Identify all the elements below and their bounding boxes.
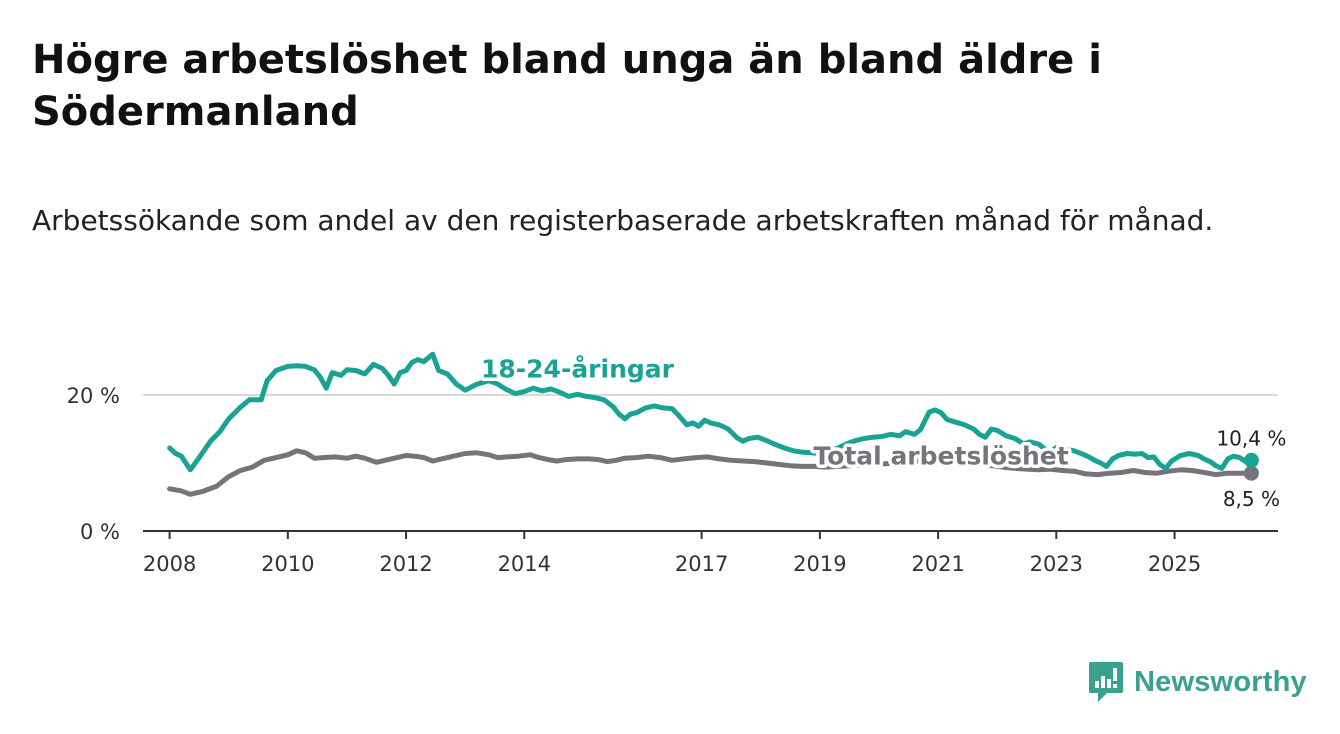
x-tick-label-1: 2010: [261, 552, 314, 576]
x-tick-label-0: 2008: [143, 552, 196, 576]
x-tick-label-2: 2012: [379, 552, 432, 576]
series-lines: [167, 351, 1259, 497]
series-label-0: 18-24-åringar: [481, 354, 675, 383]
x-tick-label-3: 2014: [498, 552, 551, 576]
end-value-label-0: 10,4 %: [1216, 426, 1286, 450]
brand-name: Newsworthy: [1134, 665, 1307, 698]
x-tick-label-7: 2023: [1030, 552, 1083, 576]
end-value-label-1: 8,5 %: [1223, 487, 1280, 511]
chart-title: Högre arbetslöshet bland unga än bland ä…: [32, 37, 1102, 135]
x-tick-label-5: 2019: [793, 552, 846, 576]
series-label-1: Total arbetslöshet: [813, 441, 1068, 470]
x-tick-label-4: 2017: [675, 552, 728, 576]
newsworthy-logo-icon: [1089, 662, 1123, 702]
chart-subtitle: Arbetssökande som andel av den registerb…: [32, 204, 1214, 237]
x-tick-label-6: 2021: [911, 552, 964, 576]
series-end-marker-1: [1243, 465, 1259, 481]
x-axis: 0 % 20 % 2008 2010 2012 2014 2017 2019 2021 2023 2…: [67, 384, 1278, 576]
y-tick-label-1: 20 %: [67, 384, 120, 408]
series-end-marker-0: [1243, 452, 1259, 468]
series-line-0: [167, 351, 1254, 473]
y-tick-label-0: 0 %: [80, 520, 120, 544]
series-labels: 18-24-åringar 10,4 % Total arbetslöshet 8,5…: [477, 351, 1286, 511]
x-tick-label-8: 2025: [1148, 552, 1201, 576]
newsworthy-logo: Newsworthy: [1088, 660, 1307, 704]
series-line-1: [167, 448, 1254, 497]
